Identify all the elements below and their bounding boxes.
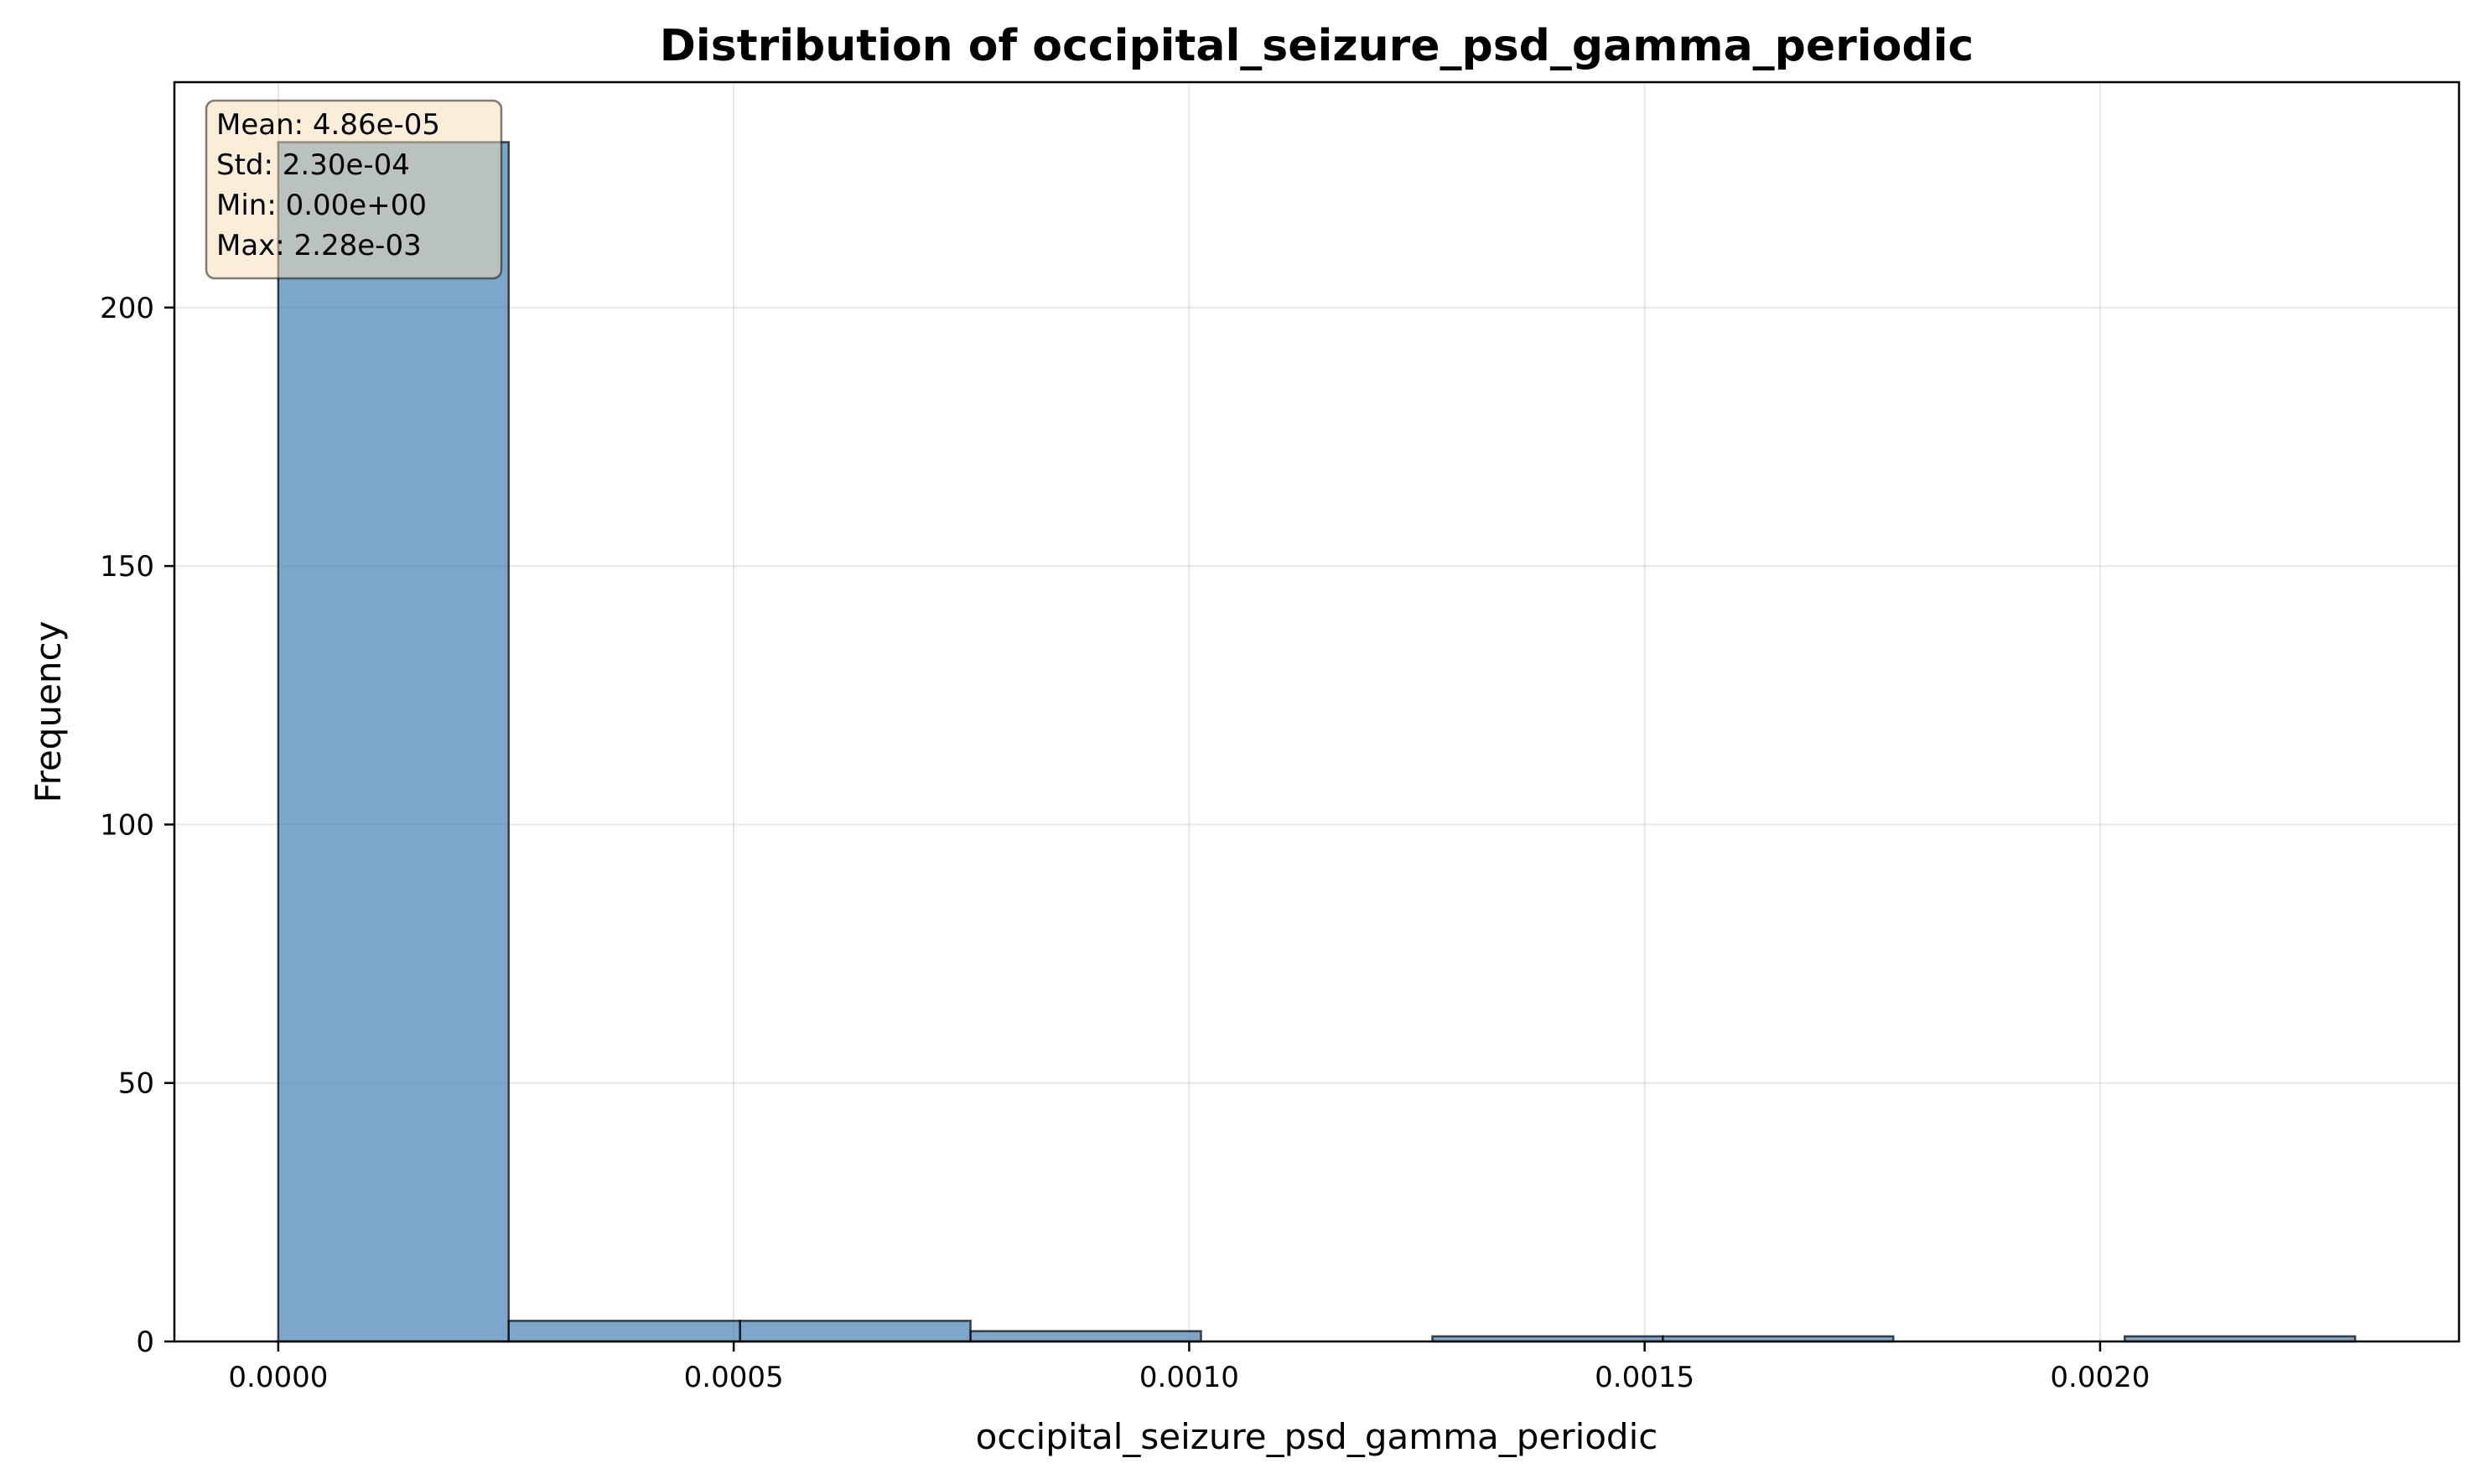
histogram-bar xyxy=(739,1320,972,1343)
plot-frame xyxy=(173,80,2461,1343)
stats-line: Max: 2.28e-03 xyxy=(216,229,422,262)
x-tick-label: 0.0000 xyxy=(228,1361,328,1394)
histogram-bars xyxy=(277,141,2357,1343)
x-tick-label: 0.0010 xyxy=(1139,1361,1239,1394)
x-tick-label: 0.0015 xyxy=(1595,1361,1694,1394)
stats-line: Min: 0.00e+00 xyxy=(216,189,427,222)
y-tick-label: 150 xyxy=(100,550,154,584)
stats-line: Std: 2.30e-04 xyxy=(216,148,410,182)
axis-ticks: 0.0000 0.0005 0.0010 0.0015 0.0020 0 50 100 150 2… xyxy=(100,292,2150,1394)
y-tick-label: 200 xyxy=(100,292,154,325)
y-tick-label: 100 xyxy=(100,808,154,842)
chart-title: Distribution of occipital_seizure_psd_ga… xyxy=(660,21,1974,71)
histogram-bar xyxy=(277,141,511,1343)
x-axis-label: occipital_seizure_psd_gamma_periodic xyxy=(976,1416,1658,1457)
y-axis-label: Frequency xyxy=(28,621,69,803)
stats-line: Mean: 4.86e-05 xyxy=(216,108,440,142)
x-tick-label: 0.0020 xyxy=(2050,1361,2150,1394)
x-tick-label: 0.0005 xyxy=(684,1361,784,1394)
y-tick-label: 50 xyxy=(118,1067,154,1101)
histogram-bar xyxy=(969,1330,1202,1343)
stats-box: Mean: 4.86e-05 Std: 2.30e-04 Min: 0.00e+00… xyxy=(205,99,503,280)
stats-box-background xyxy=(205,99,503,280)
histogram-bar xyxy=(507,1320,741,1343)
y-tick-label: 0 xyxy=(136,1326,154,1359)
